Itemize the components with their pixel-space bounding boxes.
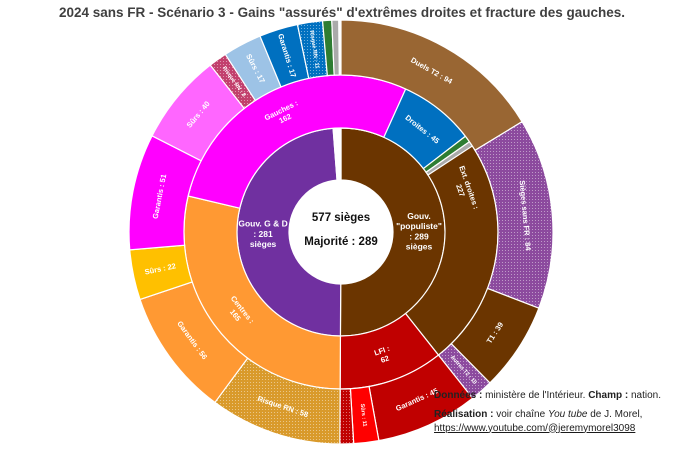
outer-ring-hatch-sieges-sans-fr-84 xyxy=(475,121,553,309)
credit-italic: You tube xyxy=(547,409,588,420)
credit-text: voir chaîne xyxy=(493,409,548,420)
outer-ring-label-risque-rn-11: Risque RN : 11 xyxy=(308,30,320,69)
middle-ring-label-lfi-62: LFI :62 xyxy=(373,344,394,366)
segments-layer xyxy=(128,19,554,445)
inner-ring-label-gouv-populiste-289-sieges: Gouv. "populiste": 289 sièges xyxy=(396,211,442,252)
champ-label: Champ : xyxy=(588,390,629,401)
chart-title: 2024 sans FR - Scénario 3 - Gains "assur… xyxy=(58,5,625,20)
center-hole xyxy=(289,180,393,284)
outer-ring-hatch-risque-rn-8 xyxy=(210,54,256,109)
outer-ring-hatch-unlabeled-6 xyxy=(339,388,354,444)
inner-ring-label-gouv-g-d-281-sieges: Gouv. G & D: 281 sièges xyxy=(238,219,287,249)
outer-ring-label-surs-11: Sûrs : 11 xyxy=(358,403,367,426)
outer-ring-segment-unlabeled-17 xyxy=(331,19,340,76)
center-majority-label: Majorité : 289 xyxy=(304,236,378,248)
source-note: Données : ministère de l'Intérieur. Cham… xyxy=(434,389,661,403)
source-text: ministère de l'Intérieur. xyxy=(482,390,586,401)
champ-text: nation. xyxy=(628,390,662,401)
credit-url-link[interactable]: https://www.youtube.com/@jeremymorel3098 xyxy=(434,422,636,434)
credit-label: Réalisation : xyxy=(434,409,494,420)
credit-note: Réalisation : voir chaîne You tube de J.… xyxy=(434,408,642,435)
outer-ring-hatch-risque-rn-58 xyxy=(214,358,341,444)
outer-ring-hatch-autres-t2-10 xyxy=(438,343,490,399)
center-seats-label: 577 sièges xyxy=(312,212,370,224)
outer-ring-hatch-risque-rn-11 xyxy=(297,20,328,79)
credit-text2: de J. Morel, xyxy=(587,409,643,420)
source-label: Données : xyxy=(434,390,483,401)
